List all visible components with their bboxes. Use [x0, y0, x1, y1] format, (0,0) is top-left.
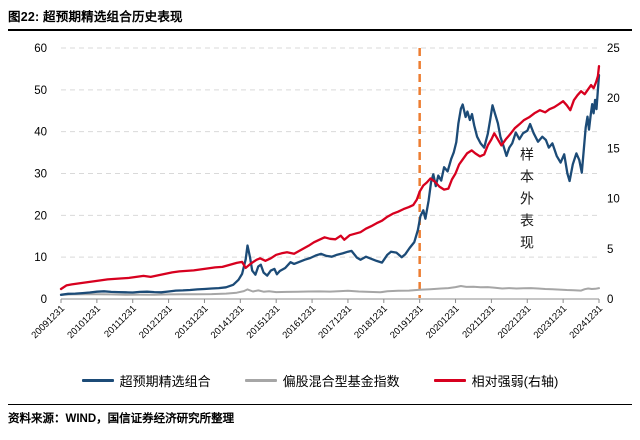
- svg-text:20091231: 20091231: [29, 303, 67, 341]
- svg-text:10: 10: [607, 194, 620, 206]
- svg-text:20111231: 20111231: [102, 303, 139, 340]
- series-line-2: [59, 64, 601, 291]
- svg-text:60: 60: [34, 43, 47, 55]
- svg-text:20141231: 20141231: [209, 303, 247, 341]
- svg-text:20: 20: [34, 210, 47, 222]
- svg-text:15: 15: [607, 143, 620, 155]
- svg-text:20121231: 20121231: [137, 303, 175, 341]
- legend-label: 相对强弱(右轴): [471, 373, 559, 389]
- svg-text:20221231: 20221231: [496, 303, 534, 341]
- svg-text:10: 10: [34, 252, 47, 264]
- svg-text:40: 40: [34, 127, 47, 139]
- svg-text:20181231: 20181231: [352, 303, 390, 341]
- svg-text:25: 25: [607, 43, 620, 55]
- svg-text:20171231: 20171231: [316, 303, 354, 341]
- legend-item-relative-strength: 相对强弱(右轴): [433, 371, 559, 390]
- left-axis-labels: 0 10 20 30 40 50 60: [34, 43, 47, 306]
- svg-text:20201231: 20201231: [424, 303, 462, 341]
- legend-label: 偏股混合型基金指数: [282, 373, 400, 389]
- svg-text:20131231: 20131231: [173, 303, 211, 341]
- series-line-1: [60, 285, 600, 296]
- svg-text:30: 30: [34, 169, 47, 181]
- svg-text:50: 50: [34, 85, 47, 97]
- x-axis: [60, 298, 600, 303]
- out-of-sample-annotation: 样本外表现: [519, 147, 535, 257]
- svg-text:5: 5: [607, 244, 613, 256]
- svg-text:20241231: 20241231: [567, 303, 605, 341]
- legend-item-fund-index: 偏股混合型基金指数: [244, 371, 400, 390]
- legend-item-portfolio: 超预期精选组合: [81, 371, 211, 390]
- figure-title: 图22: 超预期精选组合历史表现: [8, 10, 183, 24]
- svg-text:20211231: 20211231: [460, 303, 497, 340]
- right-axis-labels: 0 5 10 15 20 25: [607, 43, 620, 306]
- series-line-0: [59, 74, 601, 296]
- fund-index-line-swatch: [244, 378, 277, 382]
- svg-text:0: 0: [41, 294, 47, 306]
- title-divider: [8, 29, 632, 31]
- svg-text:20161231: 20161231: [281, 303, 319, 341]
- svg-text:20231231: 20231231: [532, 303, 570, 341]
- source-note: 资料来源：WIND，国信证券经济研究所整理: [8, 413, 235, 425]
- footer-divider: [8, 404, 632, 405]
- chart-legend: 超预期精选组合 偏股混合型基金指数 相对强弱(右轴): [0, 370, 640, 390]
- svg-text:20191231: 20191231: [388, 303, 426, 341]
- legend-label: 超预期精选组合: [119, 373, 211, 389]
- svg-text:20101231: 20101231: [65, 303, 103, 341]
- svg-text:20151231: 20151231: [245, 303, 283, 341]
- svg-text:0: 0: [607, 294, 613, 306]
- relative-strength-line-swatch: [433, 378, 466, 382]
- portfolio-line-swatch: [81, 378, 114, 382]
- svg-text:20: 20: [607, 93, 620, 105]
